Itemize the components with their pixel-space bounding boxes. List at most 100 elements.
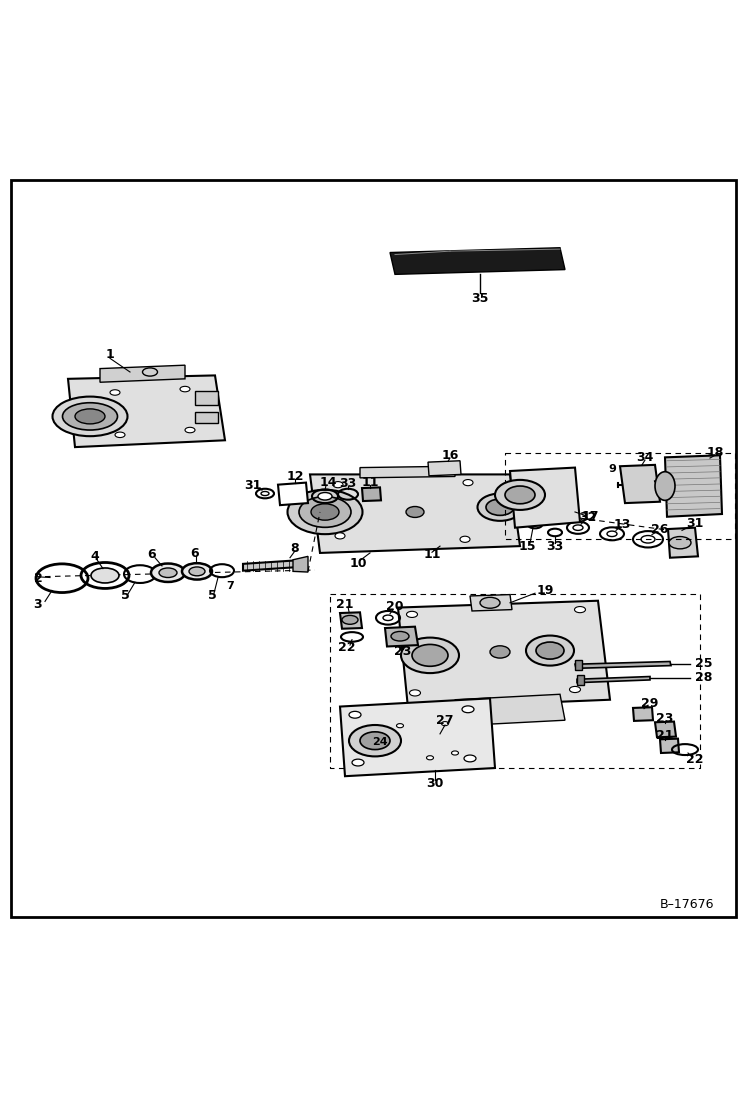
Text: 15: 15 [518,540,536,553]
Text: 18: 18 [706,446,724,459]
Ellipse shape [52,397,127,437]
Text: 5: 5 [207,589,216,602]
Ellipse shape [641,535,655,543]
Text: 10: 10 [349,556,367,569]
Ellipse shape [452,751,458,755]
Polygon shape [278,483,308,505]
Polygon shape [68,375,225,448]
Text: 29: 29 [641,697,658,710]
Ellipse shape [426,756,434,760]
Ellipse shape [261,491,269,496]
Ellipse shape [333,482,343,488]
Text: 17: 17 [581,510,598,523]
Text: 14: 14 [319,476,337,489]
Polygon shape [385,626,418,646]
Polygon shape [195,392,218,405]
Polygon shape [398,601,610,708]
Polygon shape [195,411,218,423]
Ellipse shape [486,499,514,516]
Ellipse shape [463,479,473,486]
Text: 7: 7 [226,581,234,591]
Text: 28: 28 [695,671,712,685]
Ellipse shape [462,705,474,713]
Ellipse shape [574,607,586,613]
Ellipse shape [441,722,449,726]
Text: 5: 5 [121,589,130,602]
Text: 20: 20 [386,600,404,613]
Text: 21: 21 [656,730,674,743]
Ellipse shape [110,389,120,395]
Ellipse shape [151,564,185,581]
Ellipse shape [607,531,617,536]
Polygon shape [390,248,565,274]
Ellipse shape [464,755,476,761]
Polygon shape [293,556,308,572]
Ellipse shape [410,690,420,695]
Ellipse shape [478,494,523,521]
Ellipse shape [335,533,345,539]
Ellipse shape [460,536,470,542]
Ellipse shape [115,432,125,438]
Text: 33: 33 [339,477,357,489]
Text: 11: 11 [423,548,440,562]
Text: 22: 22 [686,754,704,767]
Ellipse shape [383,615,393,621]
Ellipse shape [412,644,448,666]
Ellipse shape [311,504,339,520]
Polygon shape [428,461,461,476]
Polygon shape [340,612,362,629]
Ellipse shape [342,615,358,624]
Polygon shape [665,455,722,517]
Text: 6: 6 [148,548,157,562]
Ellipse shape [185,428,195,433]
Ellipse shape [573,525,583,531]
Polygon shape [470,595,512,611]
Text: 13: 13 [613,518,631,531]
Ellipse shape [318,493,332,500]
Polygon shape [100,365,185,382]
Ellipse shape [349,725,401,757]
Polygon shape [310,474,520,553]
Polygon shape [340,699,495,777]
Text: 8: 8 [291,542,300,555]
Text: 27: 27 [436,714,454,726]
Polygon shape [655,722,676,737]
Ellipse shape [401,637,459,674]
Ellipse shape [526,635,574,666]
Ellipse shape [391,632,409,641]
Polygon shape [620,465,660,504]
Text: 30: 30 [426,777,443,790]
Polygon shape [577,677,650,682]
Text: 6: 6 [191,547,199,561]
Text: 23: 23 [394,645,412,658]
Ellipse shape [349,711,361,719]
Polygon shape [575,661,671,668]
Text: 26: 26 [652,522,669,535]
Text: 34: 34 [637,451,654,464]
Ellipse shape [655,472,675,500]
Text: 24: 24 [372,737,388,747]
Text: 12: 12 [286,470,304,483]
Text: 16: 16 [441,449,458,462]
Polygon shape [455,694,565,726]
Text: 35: 35 [471,292,488,305]
Ellipse shape [159,568,177,577]
Ellipse shape [536,642,564,659]
Text: 21: 21 [336,598,354,611]
Ellipse shape [490,646,510,658]
Text: 2: 2 [34,573,43,586]
Polygon shape [633,708,653,721]
Ellipse shape [406,507,424,518]
Ellipse shape [569,687,580,692]
Text: 22: 22 [339,642,356,654]
Text: 9: 9 [608,464,616,474]
Polygon shape [660,738,679,753]
Ellipse shape [62,403,118,430]
Text: 19: 19 [536,584,554,597]
Polygon shape [243,561,295,570]
Ellipse shape [142,367,157,376]
Ellipse shape [505,486,535,504]
Polygon shape [510,467,580,528]
Polygon shape [668,528,698,557]
Ellipse shape [91,568,119,583]
